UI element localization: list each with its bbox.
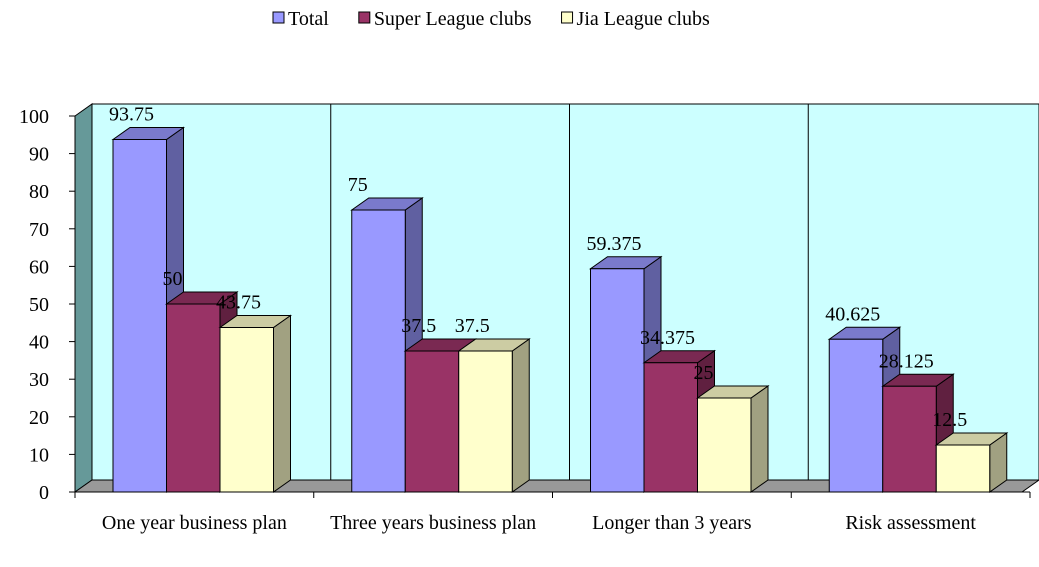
- legend-swatch: [561, 11, 574, 24]
- data-label: 93.75: [109, 104, 154, 126]
- bar: [458, 350, 513, 493]
- legend-swatch: [358, 11, 371, 24]
- legend-label: Jia League clubs: [577, 8, 710, 30]
- bar: [590, 268, 645, 493]
- side-wall: [74, 103, 93, 493]
- data-label: 59.375: [587, 233, 642, 255]
- y-tick-label: 20: [29, 407, 49, 429]
- y-tick-label: 0: [39, 482, 49, 504]
- x-tick-label: Longer than 3 years: [592, 512, 752, 534]
- legend-swatch: [272, 11, 285, 24]
- x-tick-label: Three years business plan: [330, 512, 537, 534]
- bar: [219, 327, 274, 493]
- y-tick-label: 90: [29, 144, 49, 166]
- bar-side: [273, 314, 291, 493]
- x-tick-label: Risk assessment: [845, 512, 976, 534]
- bar: [404, 350, 460, 493]
- data-label: 43.75: [216, 292, 261, 314]
- legend-label: Super League clubs: [374, 8, 532, 30]
- data-label: 75: [348, 174, 368, 196]
- y-tick-label: 80: [29, 181, 49, 203]
- bar: [882, 385, 937, 493]
- y-tick-label: 60: [29, 256, 49, 278]
- bar: [112, 139, 167, 493]
- bar: [697, 397, 752, 493]
- y-tick-label: 100: [19, 106, 49, 128]
- data-label: 40.625: [825, 303, 880, 325]
- bar: [351, 209, 406, 493]
- bar: [828, 338, 884, 493]
- data-label: 25: [694, 362, 714, 384]
- data-label: 37.5: [455, 315, 490, 337]
- bar: [643, 362, 698, 493]
- y-tick-label: 30: [29, 369, 49, 391]
- y-tick-label: 40: [29, 332, 49, 354]
- data-label: 50: [163, 268, 183, 290]
- bar: [935, 444, 991, 493]
- y-tick-label: 50: [29, 294, 49, 316]
- data-label: 34.375: [640, 327, 695, 349]
- x-tick-label: One year business plan: [101, 512, 287, 534]
- legend-label: Total: [288, 8, 329, 30]
- data-label: 12.5: [932, 409, 967, 431]
- data-label: 37.5: [401, 315, 436, 337]
- data-label: 28.125: [879, 350, 934, 372]
- bar-side: [750, 385, 769, 493]
- y-tick-label: 70: [29, 219, 49, 241]
- bar-side: [511, 338, 530, 493]
- y-tick-label: 10: [29, 444, 49, 466]
- bar: [166, 303, 221, 493]
